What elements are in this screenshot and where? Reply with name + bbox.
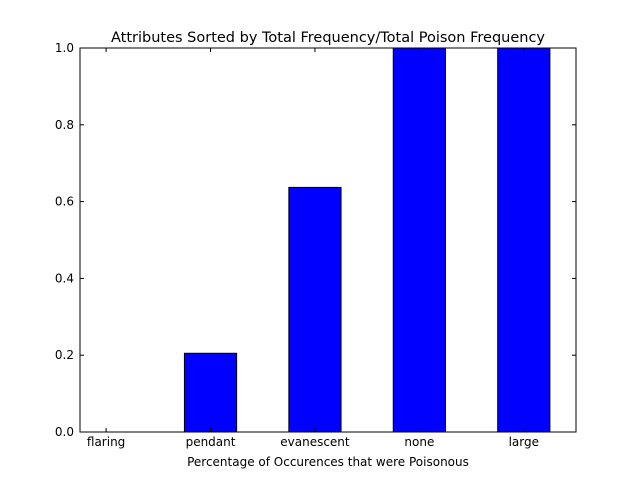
x-tick-label-none: none [404,435,434,449]
x-axis-label: Percentage of Occurences that were Poiso… [187,455,469,469]
x-tick-label-flaring: flaring [87,435,125,449]
x-tick-label-evanescent: evanescent [280,435,350,449]
bar-evanescent [288,186,342,433]
plot-frame [79,47,577,433]
ticks-layer: 0.0 0.2 0.4 0.6 0.8 1.0 flaring pendant evanesce… [55,41,576,449]
y-tick-label-0: 0.0 [55,425,74,439]
bar-none [392,47,446,433]
x-tick-label-large: large [509,435,539,449]
y-tick-label-1: 0.2 [55,348,74,362]
y-tick-label-4: 0.8 [55,118,74,132]
y-tick-label-2: 0.4 [55,271,74,285]
x-tick-label-pendant: pendant [186,435,236,449]
y-tick-label-3: 0.6 [55,195,74,209]
y-tick-label-5: 1.0 [55,41,74,55]
bar-pendant [183,352,238,433]
chart-title: Attributes Sorted by Total Frequency/Tot… [111,30,545,46]
bar-large [497,47,551,433]
bars-layer [183,47,551,433]
